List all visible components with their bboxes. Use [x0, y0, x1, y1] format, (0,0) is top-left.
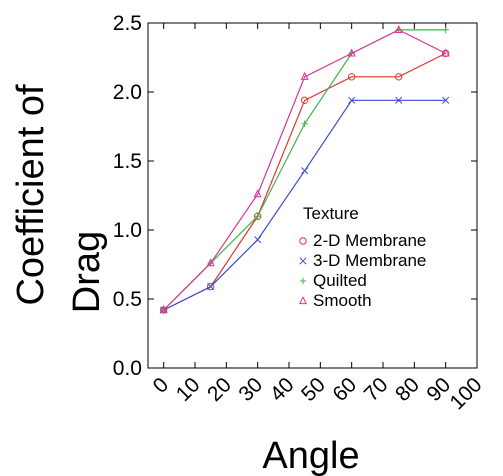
data-point	[207, 283, 215, 291]
series-1	[160, 96, 450, 314]
legend-marker	[299, 277, 307, 285]
x-tick-label: 50	[297, 373, 330, 406]
data-point	[442, 96, 450, 104]
data-point	[301, 167, 309, 175]
data-point	[347, 48, 356, 57]
legend-label: Smooth	[313, 291, 372, 310]
plot-frame	[147, 22, 478, 369]
x-tick-label: 0	[149, 373, 174, 398]
legend-label: Quilted	[313, 271, 367, 290]
x-tick-label: 40	[266, 373, 299, 406]
data-point	[254, 213, 261, 220]
data-point	[206, 258, 215, 267]
data-point	[394, 73, 403, 81]
legend-entry: 2-D Membrane	[299, 231, 426, 250]
y-axis-label-line-2: Drag	[66, 231, 108, 313]
x-tick-label: 60	[328, 373, 361, 406]
data-point	[301, 120, 308, 127]
data-point	[395, 96, 403, 104]
data-point	[348, 96, 356, 104]
data-point	[254, 236, 262, 244]
legend-label: 3-D Membrane	[313, 251, 426, 270]
y-tick-label: 0.0	[113, 357, 142, 380]
x-axis-label: Angle	[262, 435, 359, 476]
series-line	[163, 29, 446, 311]
x-tick-label: 30	[234, 373, 267, 406]
legend-entry: 3-D Membrane	[299, 251, 426, 270]
data-point	[441, 48, 450, 57]
data-point	[300, 71, 309, 80]
legend-entry: Quilted	[299, 271, 367, 290]
data-point	[394, 24, 403, 33]
data-point	[159, 305, 168, 314]
y-tick-label: 1.5	[113, 150, 142, 173]
y-tick-label: 2.0	[113, 81, 142, 104]
x-tick-label: 100	[445, 373, 486, 414]
data-point	[300, 96, 309, 104]
data-point	[206, 282, 215, 291]
x-tick-label: 80	[391, 373, 424, 406]
y-tick-label: 1.0	[113, 219, 142, 242]
x-tick-label: 20	[203, 373, 236, 406]
y-tick-label: 0.5	[113, 288, 142, 311]
y-axis-label-line-1: Coefficient of	[10, 84, 52, 306]
series-line	[163, 52, 446, 311]
y-tick-label: 2.5	[113, 12, 142, 35]
data-point	[442, 26, 449, 34]
legend-marker	[299, 237, 307, 245]
legend-marker	[298, 296, 308, 305]
data-point	[253, 189, 262, 198]
legend-marker	[299, 257, 307, 265]
series-3	[159, 24, 450, 314]
legend-label: 2-D Membrane	[313, 231, 426, 250]
axis-labels: Coefficient of Drag Angle	[10, 84, 360, 476]
series-layer	[159, 24, 450, 314]
x-tick-label: 70	[360, 373, 393, 406]
legend-entry: Smooth	[298, 291, 372, 310]
series-0	[159, 49, 450, 314]
data-point	[347, 73, 356, 81]
legend-title: Texture	[303, 204, 359, 223]
x-tick-label: 10	[172, 373, 205, 406]
